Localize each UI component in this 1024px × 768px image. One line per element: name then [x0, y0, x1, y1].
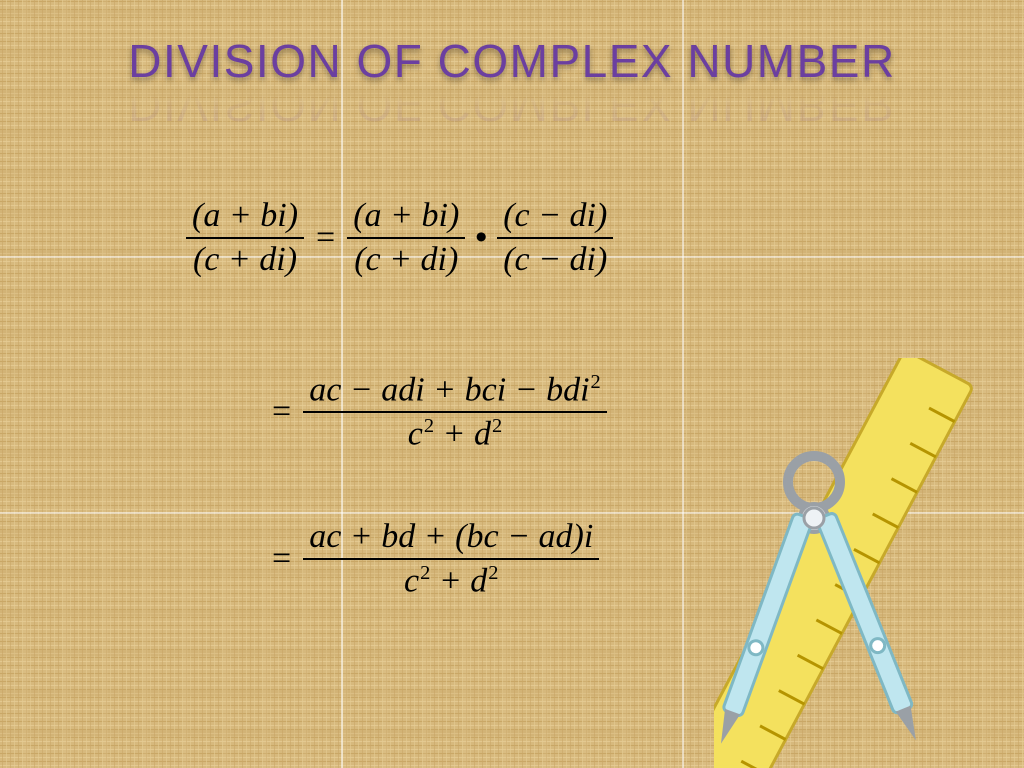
numerator: (c − di)	[497, 195, 613, 237]
den-c: c	[408, 416, 423, 453]
equations: (a + bi) (c + di) = (a + bi) (c + di) • …	[180, 195, 619, 602]
num-text: ac − adi + bci − bdi	[309, 371, 589, 408]
equation-line-3: = ac + bd + (bc − ad)i c2 + d2	[266, 516, 619, 602]
den-d: d	[474, 416, 491, 453]
denominator: (c + di)	[187, 239, 303, 281]
superscript: 2	[424, 415, 434, 437]
equation-line-1: (a + bi) (c + di) = (a + bi) (c + di) • …	[180, 195, 619, 281]
numerator: (a + bi)	[186, 195, 304, 237]
equals-sign: =	[310, 219, 341, 257]
fraction-rhs2: (c − di) (c − di)	[497, 195, 613, 281]
denominator: (c + di)	[348, 239, 464, 281]
fraction-line3: ac + bd + (bc − ad)i c2 + d2	[303, 516, 599, 602]
equals-sign: =	[266, 393, 297, 431]
title-block: DIVISION OF COMPLEX NUMBER DIVISION OF C…	[0, 34, 1024, 132]
fraction-rhs1: (a + bi) (c + di)	[347, 195, 465, 281]
den-plus: +	[430, 562, 470, 599]
denominator: c2 + d2	[402, 413, 508, 455]
equals-sign: =	[266, 540, 297, 578]
superscript: 2	[420, 562, 430, 584]
fraction-lhs: (a + bi) (c + di)	[186, 195, 304, 281]
fraction-line2: ac − adi + bci − bdi2 c2 + d2	[303, 369, 607, 456]
equation-line-2: = ac − adi + bci − bdi2 c2 + d2	[266, 369, 619, 456]
superscript: 2	[492, 415, 502, 437]
denominator: (c − di)	[497, 239, 613, 281]
superscript: 2	[488, 562, 498, 584]
numerator: ac + bd + (bc − ad)i	[303, 516, 599, 558]
den-d: d	[470, 562, 487, 599]
denominator: c2 + d2	[398, 560, 504, 602]
dot-multiply: •	[471, 219, 491, 257]
den-plus: +	[434, 416, 474, 453]
numerator: (a + bi)	[347, 195, 465, 237]
superscript: 2	[591, 371, 601, 393]
den-c: c	[404, 562, 419, 599]
slide-title-reflection: DIVISION OF COMPLEX NUMBER	[0, 78, 1024, 132]
numerator: ac − adi + bci − bdi2	[303, 369, 607, 411]
